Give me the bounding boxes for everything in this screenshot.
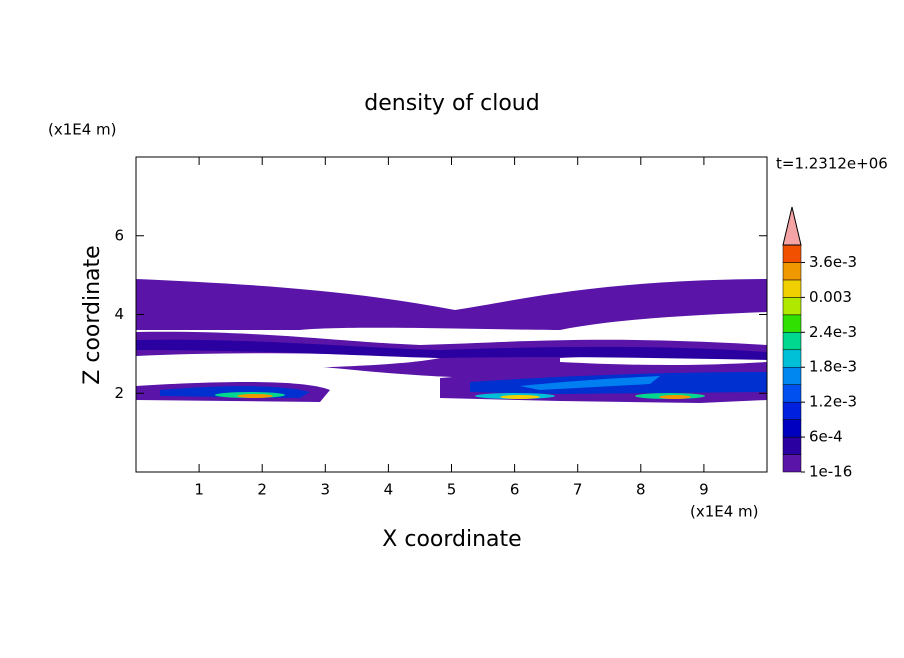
x-tick-label: 5 bbox=[447, 481, 457, 499]
cloud-layer bbox=[136, 279, 767, 330]
x-tick-label: 2 bbox=[257, 481, 267, 499]
colorbar-band bbox=[782, 384, 802, 403]
cloud-core bbox=[500, 395, 540, 399]
colorbar-tick-label: 1e-16 bbox=[809, 463, 852, 481]
y-axis-label: Z coordinate bbox=[80, 245, 105, 384]
colorbar-band bbox=[782, 349, 802, 368]
cloud-field bbox=[136, 279, 767, 403]
colorbar-band bbox=[782, 454, 802, 473]
colorbar-band bbox=[782, 314, 802, 333]
y-tick-label: 6 bbox=[114, 226, 124, 244]
colorbar-extend bbox=[782, 206, 802, 246]
cloud-core bbox=[237, 394, 273, 398]
colorbar-tick-label: 1.8e-3 bbox=[809, 358, 857, 376]
x-tick-label: 3 bbox=[321, 481, 331, 499]
colorbar-band bbox=[782, 297, 802, 316]
x-tick-label: 4 bbox=[384, 481, 394, 499]
colorbar-tick-label: 2.4e-3 bbox=[809, 323, 857, 341]
colorbar-band bbox=[782, 279, 802, 298]
colorbar-tick-label: 6e-4 bbox=[809, 428, 843, 446]
colorbar-band bbox=[782, 419, 802, 438]
colorbar-band bbox=[782, 244, 802, 263]
y-unit: (x1E4 m) bbox=[48, 121, 117, 139]
y-tick-label: 2 bbox=[114, 384, 124, 402]
colorbar-tick-label: 1.2e-3 bbox=[809, 393, 857, 411]
chart-title: density of cloud bbox=[364, 91, 539, 116]
colorbar-tick-label: 0.003 bbox=[809, 288, 852, 306]
time-label: t=1.2312e+06 bbox=[776, 155, 888, 173]
cloud-layer bbox=[520, 376, 660, 390]
x-tick-label: 7 bbox=[573, 481, 583, 499]
cloud-layer bbox=[136, 339, 767, 360]
colorbar-band bbox=[782, 366, 802, 385]
y-tick-label: 4 bbox=[114, 305, 124, 323]
x-unit: (x1E4 m) bbox=[690, 503, 759, 521]
x-tick-label: 9 bbox=[699, 481, 709, 499]
x-tick-label: 6 bbox=[510, 481, 520, 499]
cloud-core bbox=[659, 395, 691, 399]
colorbar-band bbox=[782, 332, 802, 351]
x-axis-label: X coordinate bbox=[382, 527, 521, 552]
colorbar-band bbox=[782, 262, 802, 281]
colorbar-band bbox=[782, 436, 802, 455]
x-tick-label: 8 bbox=[636, 481, 646, 499]
colorbar-tick-label: 3.6e-3 bbox=[809, 253, 857, 271]
colorbar-band bbox=[782, 401, 802, 420]
x-tick-label: 1 bbox=[194, 481, 204, 499]
cloud-gap bbox=[136, 353, 440, 372]
